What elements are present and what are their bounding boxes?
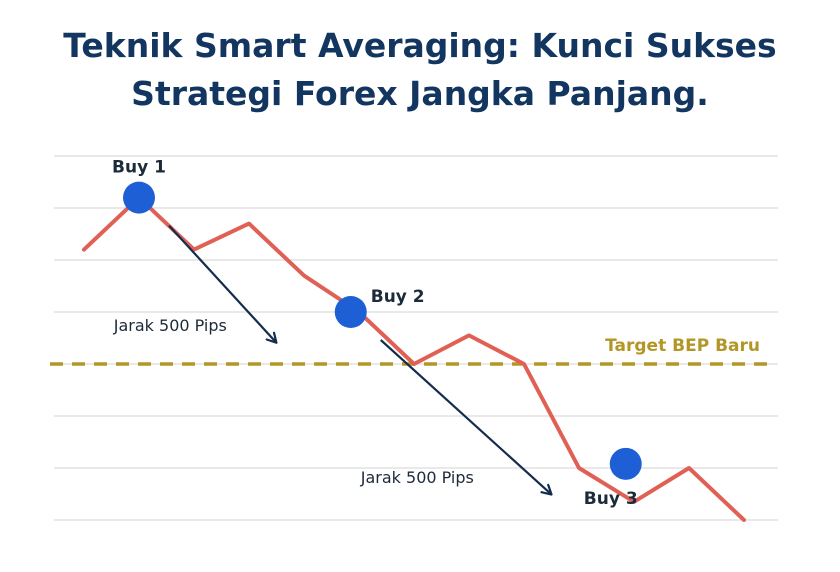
target-bep-label: Target BEP Baru [605,336,760,356]
buy-marker [123,181,155,214]
page-title: Teknik Smart Averaging: Kunci Sukses Str… [0,22,840,118]
grid-layer [54,155,778,521]
distance-label: Jarak 500 Pips [113,316,227,335]
buy-markers: Buy 1 Buy 2 Buy 3 [112,158,642,509]
distance-arrow [380,339,551,494]
distance-arrow [168,224,276,342]
buy-label: Buy 2 [371,287,425,307]
distance-arrows: Jarak 500 Pips Jarak 500 Pips [113,224,551,494]
buy-marker [609,447,642,480]
buy-marker [334,296,367,328]
buy-label: Buy 3 [584,489,638,509]
title-line-1: Teknik Smart Averaging: Kunci Sukses [63,26,777,65]
distance-label: Jarak 500 Pips [360,468,474,487]
price-line [82,195,746,522]
buy-label: Buy 1 [112,158,166,178]
title-line-2: Strategi Forex Jangka Panjang. [131,74,709,113]
